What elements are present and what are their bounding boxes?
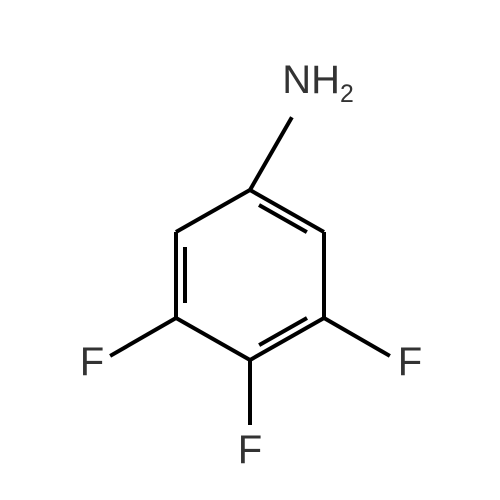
nh-text: NH bbox=[282, 58, 340, 102]
ring-bond bbox=[175, 188, 251, 233]
fluorine-bottom-label: F bbox=[238, 430, 262, 470]
ring-bond bbox=[174, 232, 178, 318]
ring-bond bbox=[175, 316, 251, 361]
fluorine-right-label: F bbox=[398, 342, 422, 382]
bond-to-f-right bbox=[323, 316, 391, 357]
bond-to-nh2 bbox=[248, 116, 293, 191]
chemical-structure-canvas: NH2 F F F bbox=[0, 0, 500, 500]
ring-bond bbox=[322, 232, 326, 318]
bond-to-f-bottom bbox=[248, 360, 252, 425]
ring-bond bbox=[249, 316, 325, 361]
ring-double-bond bbox=[183, 247, 187, 303]
amino-group-label: NH2 bbox=[282, 60, 354, 100]
ring-bond bbox=[249, 188, 325, 233]
fluorine-left-label: F bbox=[80, 342, 104, 382]
nh2-subscript: 2 bbox=[340, 81, 354, 108]
bond-to-f-left bbox=[109, 316, 177, 357]
